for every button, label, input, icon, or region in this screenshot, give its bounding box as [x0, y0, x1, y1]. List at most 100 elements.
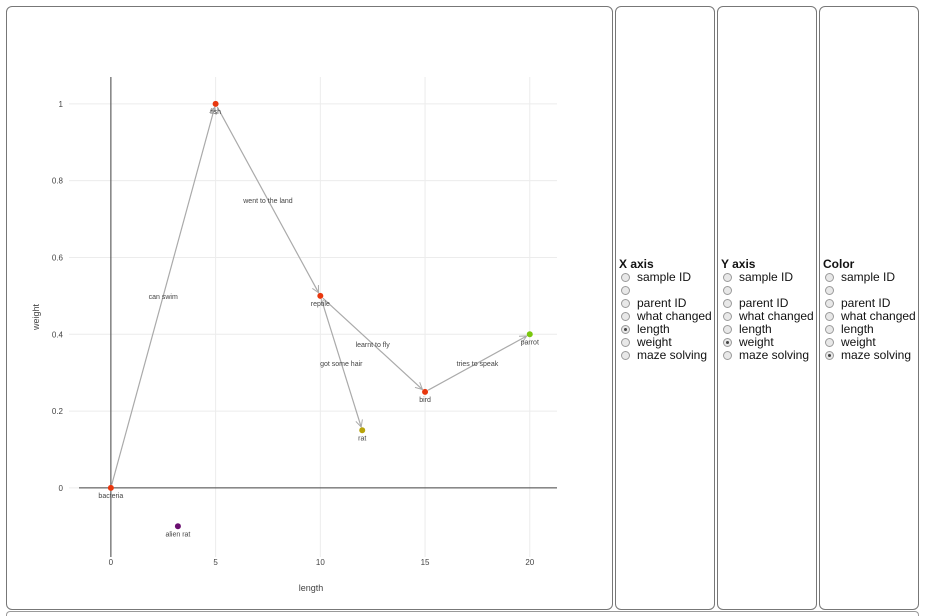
- option-label: parent ID: [841, 296, 891, 310]
- option-label: sample ID: [841, 270, 896, 284]
- color-control: Color sample ID parent ID what changed leng…: [823, 257, 918, 362]
- radio-button[interactable]: [825, 338, 834, 347]
- point-label: parrot: [521, 339, 539, 346]
- option-label: maze solving: [739, 348, 810, 362]
- edge-arrow: [322, 297, 423, 389]
- option-label: weight: [637, 335, 672, 349]
- color-option-parent-id[interactable]: parent ID: [823, 297, 918, 310]
- radio-button[interactable]: [621, 338, 630, 347]
- radio-button[interactable]: [723, 299, 732, 308]
- x-axis-option-length[interactable]: length: [619, 323, 714, 336]
- x-axis-title: length: [299, 583, 324, 593]
- option-label: what changed: [739, 309, 814, 323]
- radio-button[interactable]: [825, 351, 834, 360]
- radio-button[interactable]: [621, 325, 630, 334]
- edge-label: got some hair: [320, 361, 363, 368]
- x-axis-option-weight[interactable]: weight: [619, 336, 714, 349]
- color-option-length[interactable]: length: [823, 323, 918, 336]
- radio-button[interactable]: [723, 273, 732, 282]
- radio-button[interactable]: [825, 299, 834, 308]
- radio-button[interactable]: [621, 351, 630, 360]
- radio-button[interactable]: [723, 325, 732, 334]
- y-axis-option-blank[interactable]: [721, 284, 816, 297]
- option-label: length: [841, 322, 874, 336]
- color-option-weight[interactable]: weight: [823, 336, 918, 349]
- y-axis-option-what-changed[interactable]: what changed: [721, 310, 816, 323]
- x-tick-label: 20: [525, 558, 534, 567]
- radio-button[interactable]: [723, 338, 732, 347]
- x-tick-label: 0: [109, 558, 114, 567]
- y-axis-control-title: Y axis: [721, 257, 756, 271]
- radio-button[interactable]: [825, 273, 834, 282]
- y-axis-panel: Y axis sample ID parent ID what changed len…: [717, 6, 817, 610]
- edge-label: learnt to fly: [356, 342, 391, 349]
- option-label: weight: [739, 335, 774, 349]
- edge-arrow: [216, 106, 318, 293]
- plot-panel: 0 5 10 15 20 0 0.2 0.4 0.6 0.8 1 can swim went to t…: [6, 6, 613, 610]
- edge-arrow: [320, 299, 361, 427]
- x-axis-control: X axis sample ID parent ID what changed len…: [619, 257, 714, 362]
- data-point[interactable]: [359, 427, 366, 434]
- y-axis-option-weight[interactable]: weight: [721, 336, 816, 349]
- point-label: bacteria: [98, 493, 123, 500]
- option-label: maze solving: [637, 348, 708, 362]
- point-label: fish: [210, 109, 221, 116]
- option-label: parent ID: [637, 296, 687, 310]
- color-option-what-changed[interactable]: what changed: [823, 310, 918, 323]
- point-label: reptile: [311, 301, 330, 308]
- radio-button[interactable]: [723, 312, 732, 321]
- edge-label: can swim: [149, 294, 178, 301]
- data-point[interactable]: [317, 292, 324, 299]
- color-option-maze-solving[interactable]: maze solving: [823, 349, 918, 362]
- x-axis-option-parent-id[interactable]: parent ID: [619, 297, 714, 310]
- radio-button[interactable]: [825, 312, 834, 321]
- y-axis-option-maze-solving[interactable]: maze solving: [721, 349, 816, 362]
- y-tick-label: 0.2: [52, 407, 64, 416]
- y-axis-option-length[interactable]: length: [721, 323, 816, 336]
- x-axis-control-title: X axis: [619, 257, 654, 271]
- option-label: sample ID: [739, 270, 794, 284]
- x-tick-label: 5: [213, 558, 218, 567]
- option-label: length: [739, 322, 772, 336]
- x-axis-option-blank[interactable]: [619, 284, 714, 297]
- color-option-sample-id[interactable]: sample ID: [823, 271, 918, 284]
- y-axis-option-sample-id[interactable]: sample ID: [721, 271, 816, 284]
- point-label: rat: [358, 435, 366, 442]
- radio-button[interactable]: [723, 286, 732, 295]
- radio-button[interactable]: [621, 312, 630, 321]
- edge-label: went to the land: [242, 198, 293, 205]
- data-point[interactable]: [526, 331, 533, 338]
- option-label: parent ID: [739, 296, 789, 310]
- y-axis-control: Y axis sample ID parent ID what changed len…: [721, 257, 816, 362]
- option-label: what changed: [841, 309, 916, 323]
- radio-button[interactable]: [621, 299, 630, 308]
- radio-button[interactable]: [825, 286, 834, 295]
- x-axis-option-maze-solving[interactable]: maze solving: [619, 349, 714, 362]
- radio-button[interactable]: [825, 325, 834, 334]
- radio-button[interactable]: [621, 286, 630, 295]
- data-point[interactable]: [422, 388, 429, 395]
- y-tick-label: 0.4: [52, 330, 64, 339]
- radio-button[interactable]: [621, 273, 630, 282]
- x-axis-option-sample-id[interactable]: sample ID: [619, 271, 714, 284]
- color-panel: Color sample ID parent ID what changed leng…: [819, 6, 919, 610]
- edge-label: tries to speak: [457, 361, 499, 368]
- option-label: weight: [841, 335, 876, 349]
- y-tick-label: 0: [59, 484, 64, 493]
- data-point[interactable]: [107, 484, 114, 491]
- radio-button[interactable]: [723, 351, 732, 360]
- option-label: sample ID: [637, 270, 692, 284]
- y-axis-option-parent-id[interactable]: parent ID: [721, 297, 816, 310]
- point-label: alien rat: [165, 531, 190, 538]
- color-option-blank[interactable]: [823, 284, 918, 297]
- point-label: bird: [419, 397, 431, 404]
- y-axis-title: weight: [31, 303, 41, 331]
- y-tick-label: 0.8: [52, 177, 64, 186]
- data-point[interactable]: [212, 100, 219, 107]
- data-point[interactable]: [174, 523, 181, 530]
- x-axis-option-what-changed[interactable]: what changed: [619, 310, 714, 323]
- x-axis-panel: X axis sample ID parent ID what changed len…: [615, 6, 715, 610]
- scatter-chart: 0 5 10 15 20 0 0.2 0.4 0.6 0.8 1 can swim went to t…: [31, 77, 557, 593]
- edge-arrow: [111, 107, 215, 485]
- option-label: length: [637, 322, 670, 336]
